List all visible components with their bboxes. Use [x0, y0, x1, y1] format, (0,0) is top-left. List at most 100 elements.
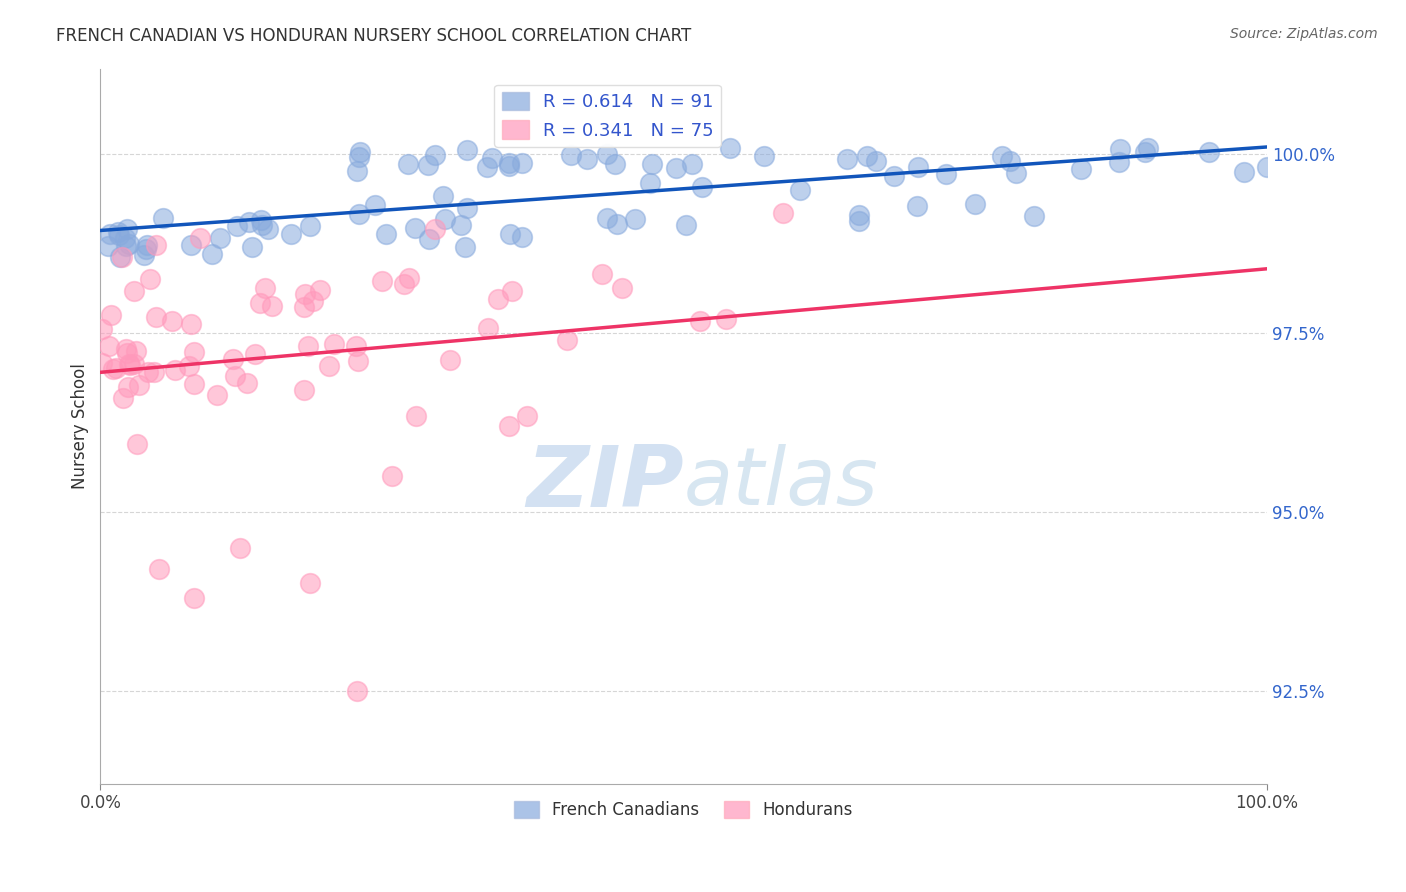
Point [117, 222, 139, 236]
Point [145, 237, 167, 252]
Point [475, 160, 498, 174]
Point [226, 219, 249, 234]
Point [347, 150, 370, 164]
Point [148, 562, 170, 576]
Point [240, 240, 263, 254]
Point [398, 270, 420, 285]
Point [183, 345, 205, 359]
Point [292, 383, 315, 397]
Point [160, 314, 183, 328]
Point [432, 189, 454, 203]
Point [1256, 160, 1278, 174]
Point [404, 221, 426, 235]
Point [136, 365, 159, 379]
Point [498, 155, 520, 169]
Point [392, 277, 415, 291]
Point [292, 300, 315, 314]
Point [596, 211, 619, 226]
Legend: French Canadians, Hondurans: French Canadians, Hondurans [508, 794, 860, 825]
Point [1198, 145, 1220, 159]
Point [450, 218, 472, 232]
Point [883, 169, 905, 183]
Point [118, 357, 141, 371]
Point [416, 158, 439, 172]
Point [965, 196, 987, 211]
Text: ZIP: ZIP [526, 442, 683, 524]
Point [837, 152, 859, 166]
Point [250, 219, 273, 233]
Point [454, 240, 477, 254]
Point [253, 281, 276, 295]
Point [499, 227, 522, 241]
Point [675, 218, 697, 232]
Point [97, 338, 120, 352]
Point [122, 284, 145, 298]
Point [297, 338, 319, 352]
Point [555, 333, 578, 347]
Point [98, 227, 121, 242]
Point [114, 342, 136, 356]
Point [665, 161, 688, 175]
Point [243, 347, 266, 361]
Point [456, 143, 478, 157]
Text: atlas: atlas [683, 444, 879, 523]
Point [612, 280, 634, 294]
Point [396, 156, 419, 170]
Point [789, 183, 811, 197]
Point [180, 237, 202, 252]
Point [107, 226, 129, 240]
Point [249, 295, 271, 310]
Point [224, 369, 246, 384]
Point [754, 148, 776, 162]
Point [294, 286, 316, 301]
Point [865, 153, 887, 168]
Point [905, 199, 928, 213]
Point [690, 180, 713, 194]
Point [280, 227, 302, 241]
Point [347, 353, 370, 368]
Point [1232, 165, 1254, 179]
Point [423, 147, 446, 161]
Point [624, 211, 647, 226]
Point [381, 469, 404, 483]
Point [560, 148, 582, 162]
Point [510, 230, 533, 244]
Point [111, 250, 134, 264]
Point [229, 541, 252, 555]
Point [848, 209, 870, 223]
Point [145, 310, 167, 325]
Point [143, 365, 166, 379]
Point [128, 378, 150, 392]
Point [117, 380, 139, 394]
Point [375, 227, 398, 242]
Point [308, 283, 330, 297]
Point [117, 345, 139, 359]
Point [152, 211, 174, 225]
Point [125, 343, 148, 358]
Point [575, 153, 598, 167]
Point [347, 207, 370, 221]
Point [848, 214, 870, 228]
Point [439, 353, 461, 368]
Point [124, 357, 146, 371]
Point [183, 377, 205, 392]
Point [298, 219, 321, 234]
Point [714, 312, 737, 326]
Point [257, 222, 280, 236]
Point [510, 156, 533, 170]
Point [103, 362, 125, 376]
Point [205, 388, 228, 402]
Point [1133, 145, 1156, 159]
Point [322, 337, 344, 351]
Point [238, 215, 260, 229]
Text: FRENCH CANADIAN VS HONDURAN NURSERY SCHOOL CORRELATION CHART: FRENCH CANADIAN VS HONDURAN NURSERY SCHO… [56, 27, 692, 45]
Point [486, 293, 509, 307]
Point [127, 437, 149, 451]
Point [498, 419, 520, 434]
Point [115, 239, 138, 253]
Point [183, 591, 205, 605]
Point [991, 149, 1014, 163]
Point [477, 321, 499, 335]
Point [100, 308, 122, 322]
Point [641, 157, 664, 171]
